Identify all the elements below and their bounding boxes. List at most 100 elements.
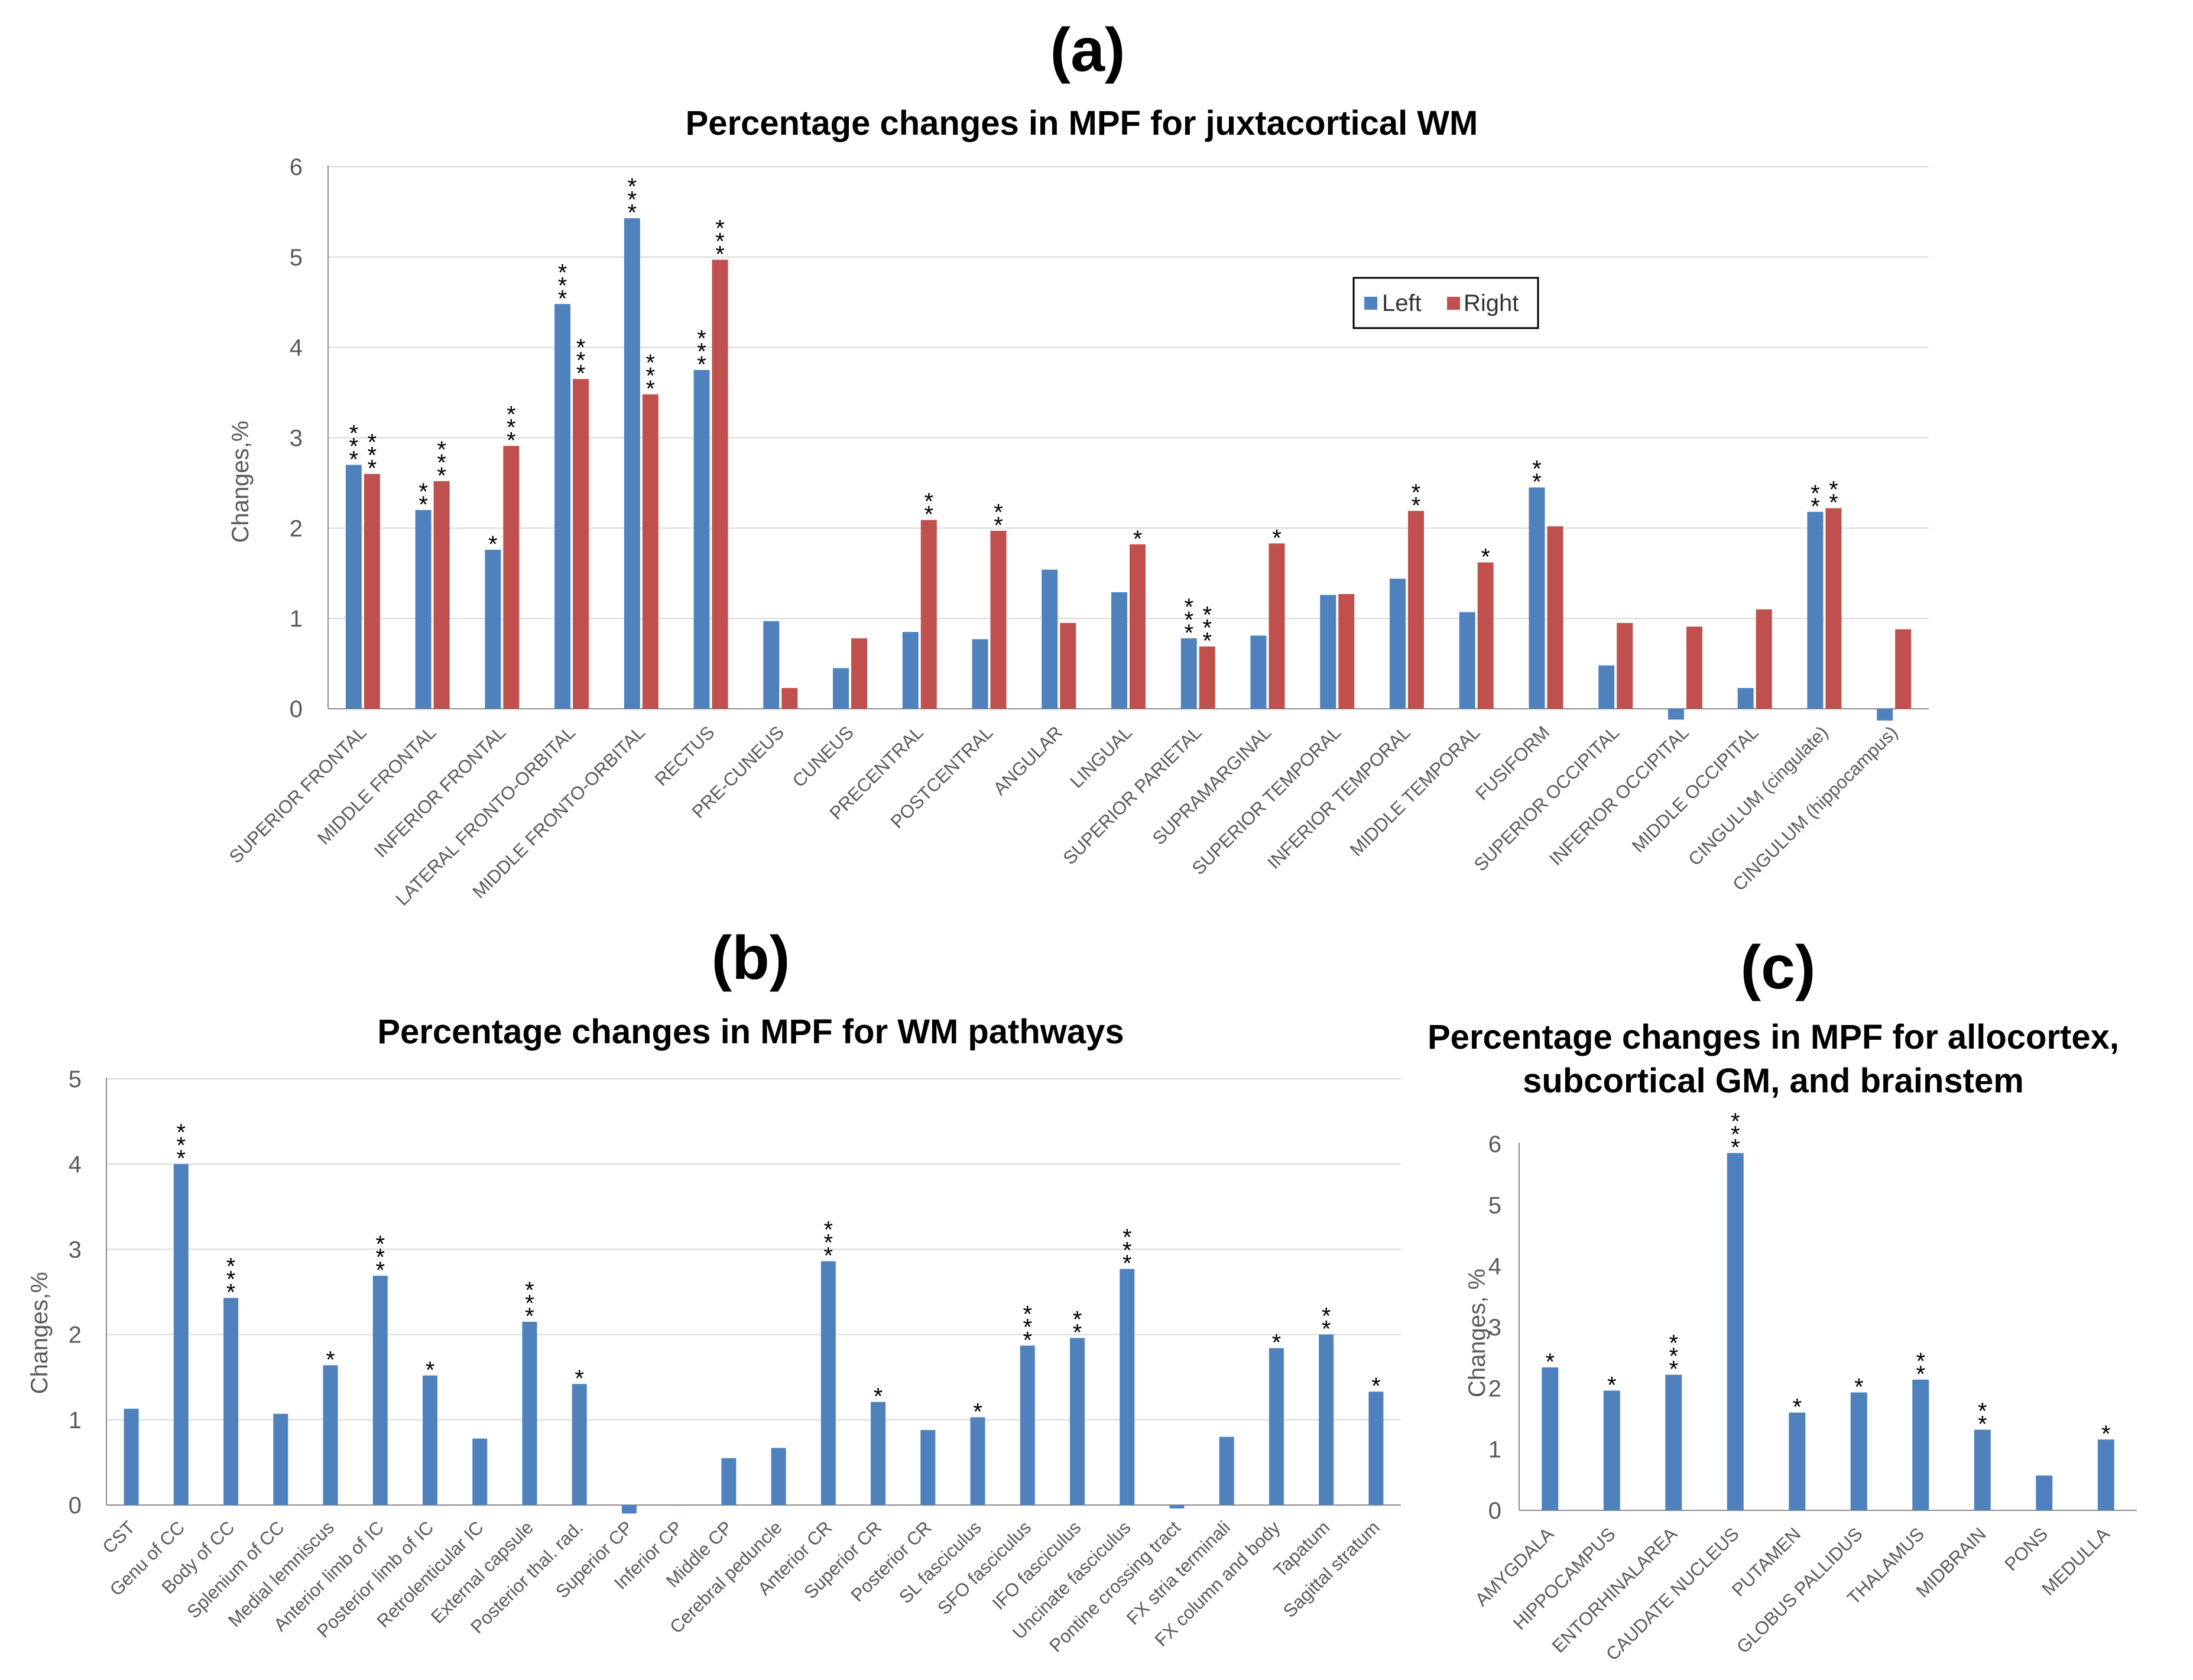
bar	[503, 446, 520, 709]
bar	[1756, 609, 1772, 709]
significance-marker: ***	[507, 401, 516, 453]
significance-star: *	[177, 1146, 186, 1172]
significance-star: *	[326, 1347, 335, 1373]
bar	[1389, 578, 1406, 709]
category-label: LINGUAL	[1066, 722, 1136, 792]
bar	[1665, 1374, 1682, 1510]
significance-star: *	[1202, 628, 1212, 654]
significance-marker: **	[1916, 1348, 1925, 1387]
bar	[372, 1276, 388, 1505]
y-tick-label: 0	[290, 696, 303, 722]
bar	[990, 530, 1007, 709]
significance-star: *	[437, 437, 446, 463]
significance-star: *	[368, 430, 377, 456]
significance-star: *	[1532, 456, 1542, 482]
bar	[781, 687, 798, 709]
bar	[642, 394, 658, 709]
significance-marker: *	[1607, 1372, 1617, 1398]
significance-star: *	[558, 286, 567, 312]
significance-marker: *	[973, 1399, 982, 1425]
significance-star: *	[419, 492, 428, 518]
significance-marker: ***	[628, 174, 637, 226]
significance-star: *	[426, 1357, 435, 1383]
category-label: INFERIOR FRONTAL	[370, 722, 510, 861]
significance-marker: *	[1481, 544, 1490, 570]
significance-star: *	[226, 1254, 236, 1280]
significance-marker: *	[874, 1384, 883, 1410]
significance-marker: ***	[525, 1277, 534, 1329]
bar	[1338, 593, 1355, 709]
significance-star: *	[1322, 1316, 1331, 1342]
significance-star: *	[824, 1243, 833, 1269]
significance-marker: **	[1978, 1399, 1987, 1438]
category-label: CUNEUS	[789, 722, 858, 791]
bar	[1850, 1392, 1867, 1510]
significance-star: *	[349, 420, 359, 446]
y-tick-label: 5	[69, 1066, 82, 1092]
significance-marker: ***	[1123, 1225, 1132, 1277]
significance-marker: *	[1272, 1330, 1282, 1356]
legend-swatch-left	[1364, 297, 1377, 310]
bar	[1120, 1269, 1135, 1505]
significance-star: *	[375, 1231, 385, 1257]
category-label: SUPERIOR FRONTAL	[225, 722, 371, 867]
significance-star: *	[437, 450, 446, 476]
significance-marker: **	[1322, 1303, 1331, 1342]
bar	[1603, 1390, 1620, 1510]
significance-star: *	[628, 174, 637, 200]
significance-marker: *	[1792, 1394, 1802, 1420]
bar	[693, 369, 710, 709]
significance-marker: **	[1829, 477, 1838, 516]
bar	[763, 621, 780, 709]
bar	[1130, 544, 1146, 709]
significance-star: *	[1184, 594, 1193, 620]
bar	[423, 1375, 437, 1505]
bar	[1169, 1505, 1185, 1509]
significance-star: *	[488, 531, 498, 557]
panel-a: (a) Percentage changes in MPF for juxtac…	[225, 16, 1929, 910]
category-label: INFERIOR TEMPORAL	[1263, 722, 1415, 873]
significance-star: *	[1916, 1348, 1925, 1374]
category-label: CST	[98, 1517, 139, 1558]
significance-star: *	[2101, 1421, 2111, 1447]
panel-c-title-line2: subcortical GM, and brainstem	[1523, 1062, 2024, 1100]
significance-star: *	[1272, 525, 1282, 551]
significance-marker: ***	[349, 420, 359, 472]
significance-star: *	[924, 502, 933, 528]
significance-star: *	[824, 1230, 833, 1256]
significance-marker: ***	[558, 260, 567, 312]
significance-marker: *	[575, 1366, 584, 1392]
bar	[920, 1430, 936, 1505]
bar	[1912, 1379, 1929, 1510]
y-tick-label: 1	[290, 606, 303, 632]
significance-marker: *	[426, 1357, 435, 1383]
significance-marker: *	[1371, 1373, 1381, 1399]
legend-box	[1352, 277, 1539, 329]
bar	[771, 1448, 786, 1505]
panel-b-letter: (b)	[712, 924, 790, 993]
bar	[671, 1505, 687, 1506]
bar	[1789, 1412, 1806, 1510]
significance-marker: *	[1545, 1349, 1555, 1375]
bar	[721, 1458, 737, 1505]
panel-a-letter: (a)	[1050, 16, 1125, 85]
category-label: RECTUS	[651, 722, 719, 790]
significance-star: *	[1607, 1372, 1617, 1398]
y-tick-label: 5	[290, 245, 303, 271]
significance-star: *	[177, 1120, 186, 1146]
category-label: MEDULLA	[2038, 1523, 2114, 1600]
significance-star: *	[1731, 1135, 1740, 1161]
significance-marker: ***	[226, 1254, 236, 1306]
significance-star: *	[226, 1280, 236, 1306]
bar	[173, 1164, 189, 1505]
significance-star: *	[1073, 1319, 1082, 1345]
significance-star: *	[349, 433, 359, 459]
significance-star: *	[1023, 1301, 1032, 1327]
bar	[323, 1365, 338, 1505]
bar	[554, 304, 571, 709]
significance-star: *	[1669, 1344, 1678, 1370]
bar	[1727, 1153, 1744, 1510]
bar	[624, 218, 640, 709]
significance-star: *	[1731, 1122, 1740, 1148]
